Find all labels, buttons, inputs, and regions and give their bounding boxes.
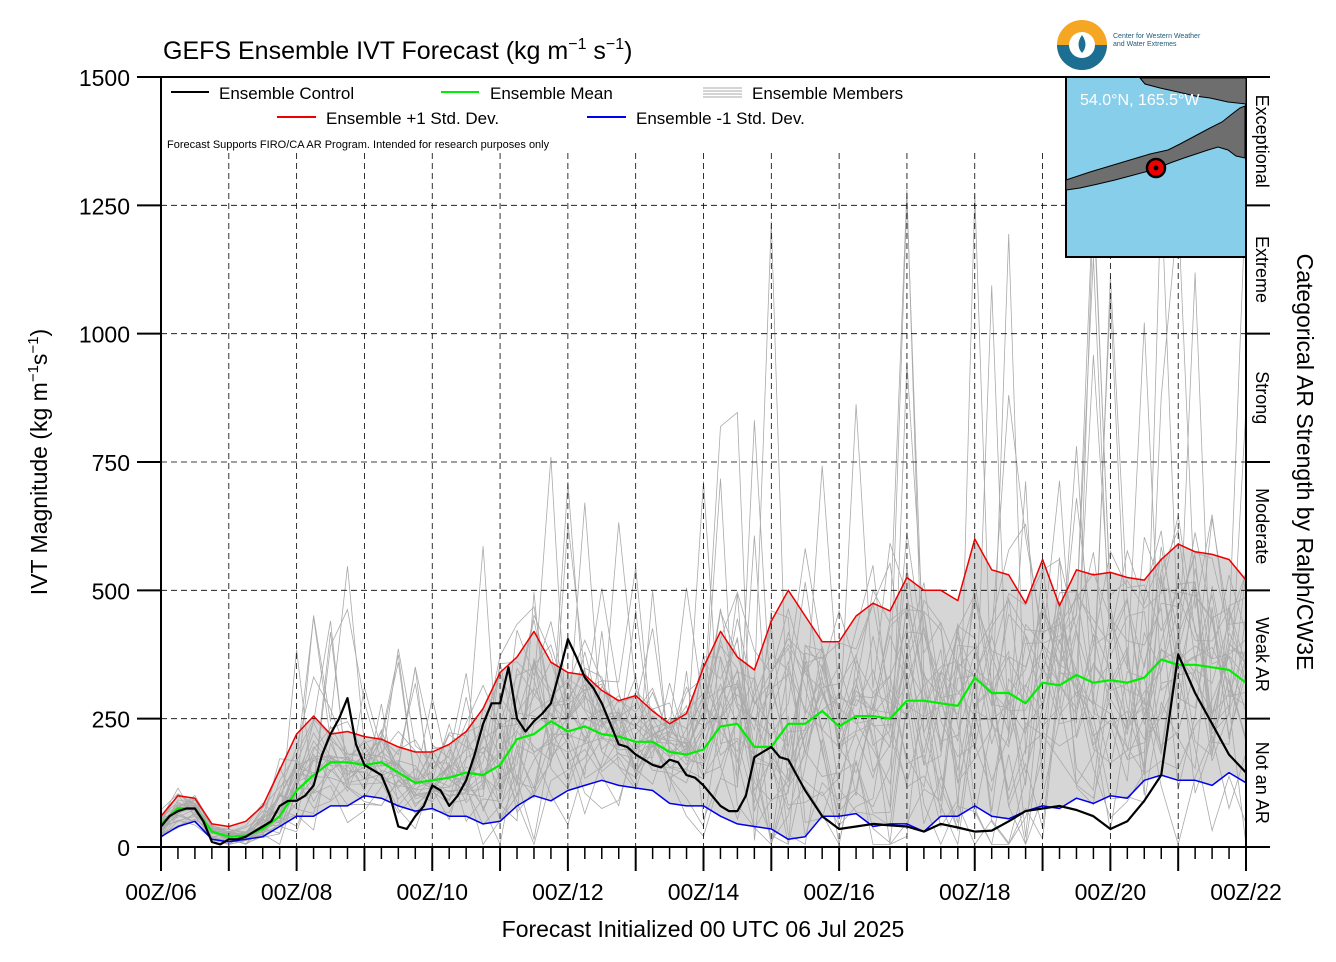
research-note: Forecast Supports FIRO/CA AR Program. In… (167, 139, 550, 151)
x-tick-label: 00Z/10 (396, 879, 468, 905)
series-line-plus-std (161, 538, 1246, 828)
right-axis-label: Categorical AR Strength by Ralph/CW3E (1292, 254, 1318, 671)
category-label: Extreme (1252, 236, 1272, 303)
y-tick-label: 1500 (79, 65, 130, 91)
logo-line-1: Center for Western Weather (1113, 33, 1201, 40)
inset-land (1065, 105, 1246, 191)
logo-text: Center for Western Weather and Water Ext… (1113, 33, 1243, 49)
y-tick-label: 500 (92, 578, 130, 604)
series-line-minus-std (161, 771, 1246, 843)
y-tick-label: 0 (117, 835, 130, 861)
legend-mean-label: Ensemble Mean (490, 84, 613, 103)
ensemble-member-line (161, 362, 1246, 846)
x-tick-label: 00Z/14 (668, 879, 740, 905)
series-line-control (161, 638, 1246, 846)
y-tick-label: 1000 (79, 322, 130, 348)
legend-control-label: Ensemble Control (219, 84, 354, 103)
x-axis-label: Forecast Initialized 00 UTC 06 Jul 2025 (502, 916, 905, 942)
y-tick-label: 1250 (79, 193, 130, 219)
category-label: Strong (1252, 371, 1272, 424)
series-line-mean (161, 658, 1246, 838)
category-label: Exceptional (1252, 95, 1272, 188)
x-tick-label: 00Z/16 (803, 879, 875, 905)
grid-layer (161, 153, 1246, 847)
axes-layer: 0 250 500 750 1000 1250 1500 00Z/06 00Z/08 00Z/10… (79, 65, 1282, 905)
ensemble-member-line (161, 572, 1246, 844)
ensemble-member-line (161, 523, 1246, 838)
x-tick-label: 00Z/20 (1075, 879, 1147, 905)
water-drop-icon (1078, 35, 1086, 53)
legend-minus-std-label: Ensemble -1 Std. Dev. (636, 109, 805, 128)
category-label: Moderate (1252, 488, 1272, 564)
legend: Ensemble Control Ensemble Mean Ensemble … (167, 84, 903, 151)
logo-line-2: and Water Extremes (1113, 41, 1177, 48)
legend-members-label: Ensemble Members (752, 84, 903, 103)
x-tick-label: 00Z/12 (532, 879, 604, 905)
x-tick-label: 00Z/06 (125, 879, 197, 905)
chart-title: GEFS Ensemble IVT Forecast (kg m−1 s−1) (163, 36, 633, 65)
inset-map: 54.0°N, 165.5°W (1065, 76, 1247, 258)
inset-land-north (1138, 77, 1247, 105)
x-tick-label: 00Z/22 (1210, 879, 1282, 905)
y-tick-label: 250 (92, 707, 130, 733)
x-tick-label: 00Z/08 (261, 879, 333, 905)
series-layer (161, 538, 1246, 846)
legend-plus-std-label: Ensemble +1 Std. Dev. (326, 109, 499, 128)
category-label: Weak AR (1252, 617, 1272, 692)
y-tick-label: 750 (92, 450, 130, 476)
plot-area (161, 153, 1246, 847)
x-tick-label: 00Z/18 (939, 879, 1011, 905)
inset-location-label: 54.0°N, 165.5°W (1080, 92, 1200, 109)
ensemble-member-line (161, 189, 1246, 846)
cw3e-logo (1057, 20, 1107, 70)
category-label: Not an AR (1252, 742, 1272, 824)
legend-members-swatch (703, 87, 742, 98)
y-axis-label: IVT Magnitude (kg m−1s−1) (25, 329, 52, 595)
